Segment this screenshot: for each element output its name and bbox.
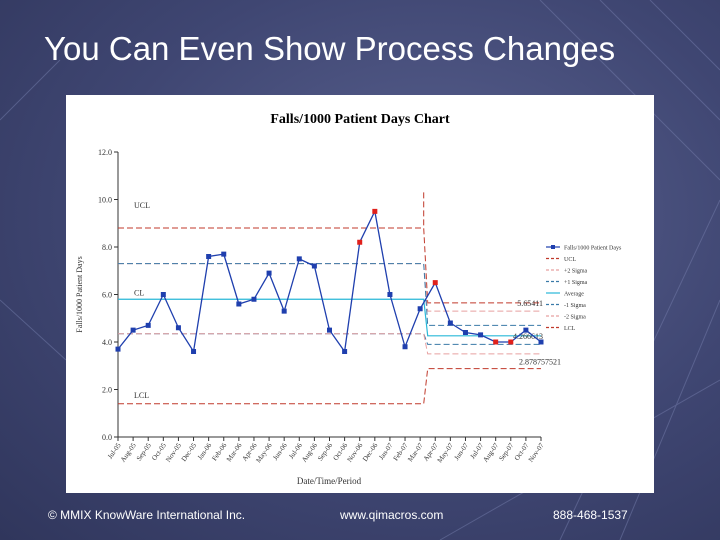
website-link-text[interactable]: www.qimacros.com bbox=[340, 508, 444, 522]
data-point bbox=[478, 332, 484, 338]
website-link[interactable]: www.qimacros.com bbox=[340, 508, 443, 522]
slide-title: You Can Even Show Process Changes bbox=[44, 30, 616, 67]
ucl-line bbox=[118, 227, 541, 304]
data-point bbox=[296, 256, 302, 262]
data-point bbox=[342, 349, 348, 354]
control-chart: Falls/1000 Patient Days Chart 0.0 2.0 4.0 6.… bbox=[75, 112, 622, 486]
legend-label: -2 Sigma bbox=[564, 315, 586, 321]
cl2-value: 4.266613 bbox=[513, 332, 543, 341]
x-tick-label: Nov-05 bbox=[164, 441, 183, 464]
legend-label: LCL bbox=[564, 326, 576, 332]
legend-label: UCL bbox=[564, 257, 576, 263]
out-of-control-point bbox=[432, 280, 438, 286]
lcl-label: LCL bbox=[134, 391, 149, 400]
data-point bbox=[311, 263, 317, 269]
x-tick-label: Mar-07 bbox=[406, 441, 425, 463]
data-point bbox=[387, 292, 393, 297]
data-point bbox=[266, 270, 272, 276]
y-tick-label: 0.0 bbox=[102, 433, 112, 442]
x-tick-label: Sep-06 bbox=[316, 441, 334, 462]
out-of-control-point bbox=[357, 239, 363, 245]
y-tick-label: 6.0 bbox=[102, 291, 112, 300]
phone-number: 888-468-1537 bbox=[553, 508, 628, 522]
x-axis-label: Date/Time/Period bbox=[297, 476, 362, 486]
x-tick-label: Aug-07 bbox=[481, 441, 500, 464]
x-tick-label: Jun-06 bbox=[271, 441, 289, 462]
legend-label: +1 Sigma bbox=[564, 280, 588, 286]
data-point bbox=[191, 349, 197, 354]
out-of-control-point bbox=[372, 208, 378, 214]
data-point bbox=[402, 344, 408, 350]
data-point bbox=[115, 346, 121, 352]
legend-marker bbox=[551, 245, 555, 249]
out-of-control-point bbox=[508, 339, 514, 345]
x-tick-label: Aug-05 bbox=[119, 441, 138, 464]
legend-label: -1 Sigma bbox=[564, 303, 586, 309]
data-point bbox=[523, 327, 529, 333]
y-axis-label: Falls/1000 Patient Days bbox=[75, 256, 84, 332]
y-tick-label: 10.0 bbox=[98, 196, 112, 205]
minus-2-sigma-line bbox=[118, 333, 541, 355]
y-tick-label: 12.0 bbox=[98, 148, 112, 157]
data-point bbox=[462, 330, 468, 335]
cl-label: CL bbox=[134, 288, 144, 297]
x-tick-label: Aug-06 bbox=[300, 441, 319, 464]
data-point bbox=[236, 301, 242, 307]
plus-1-sigma-line bbox=[118, 263, 541, 326]
data-point bbox=[206, 254, 212, 259]
legend-label: +2 Sigma bbox=[564, 269, 588, 275]
x-tick-label: Sep-05 bbox=[135, 441, 153, 462]
x-tick-label: Nov-07 bbox=[527, 441, 546, 464]
data-point bbox=[538, 339, 544, 345]
x-tick-label: Jun-07 bbox=[453, 441, 471, 462]
y-tick-label: 2.0 bbox=[102, 386, 112, 395]
x-tick-label: May-06 bbox=[254, 441, 274, 464]
legend-label: Falls/1000 Patient Days bbox=[564, 246, 622, 252]
x-tick-label: Dec-05 bbox=[180, 441, 199, 463]
y-tick-label: 4.0 bbox=[102, 338, 112, 347]
x-tick-label: Mar-06 bbox=[225, 441, 244, 463]
data-point bbox=[251, 296, 257, 302]
average-line bbox=[118, 298, 541, 337]
x-tick-label: May-07 bbox=[436, 441, 456, 464]
x-tick-label: Nov-06 bbox=[346, 441, 365, 464]
minus-1-sigma-line bbox=[118, 333, 541, 345]
chart-title: Falls/1000 Patient Days Chart bbox=[270, 112, 450, 127]
x-tick-label: Sep-07 bbox=[497, 441, 515, 462]
data-point bbox=[130, 327, 136, 333]
data-point bbox=[175, 325, 181, 331]
ucl2-value: 5.65411 bbox=[517, 299, 543, 308]
x-tick-label: Dec-06 bbox=[361, 441, 380, 463]
data-point bbox=[417, 306, 423, 312]
plus-2-sigma-line bbox=[118, 263, 541, 312]
y-tick-label: 8.0 bbox=[102, 243, 112, 252]
data-point bbox=[447, 320, 453, 326]
lcl-line bbox=[118, 368, 541, 405]
data-point bbox=[281, 308, 287, 314]
out-of-control-point bbox=[493, 339, 499, 345]
data-point bbox=[327, 327, 332, 333]
data-point bbox=[221, 251, 227, 257]
ucl-label: UCL bbox=[134, 201, 150, 210]
copyright-text: © MMIX KnowWare International Inc. bbox=[48, 508, 246, 522]
lcl2-value: 2.878757521 bbox=[519, 358, 561, 367]
data-point bbox=[160, 292, 166, 297]
data-point bbox=[145, 322, 151, 328]
legend-label: Average bbox=[564, 292, 584, 298]
chart-container: Falls/1000 Patient Days Chart 0.0 2.0 4.0 6.… bbox=[66, 95, 654, 493]
